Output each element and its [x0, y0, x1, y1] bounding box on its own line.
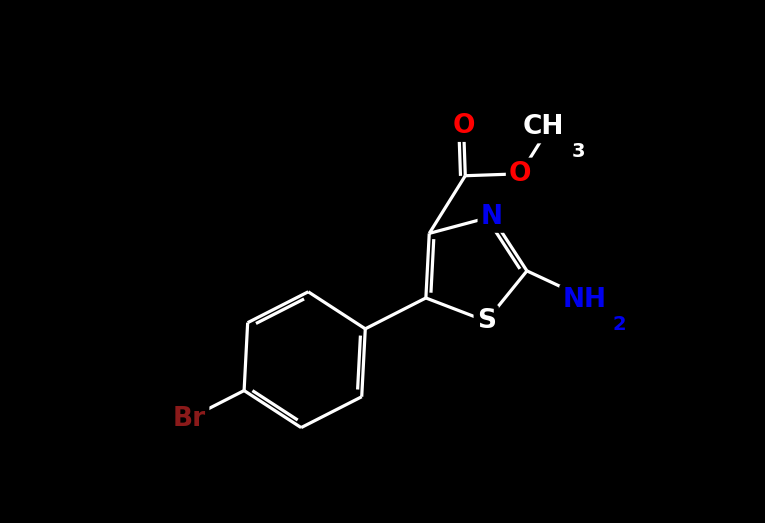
Text: N: N	[480, 203, 503, 230]
Text: NH: NH	[562, 288, 607, 313]
Text: O: O	[452, 113, 475, 139]
Text: CH: CH	[522, 114, 564, 140]
Text: S: S	[477, 308, 496, 334]
Text: 3: 3	[571, 142, 585, 161]
Text: O: O	[509, 161, 532, 187]
Text: Br: Br	[172, 406, 206, 431]
Text: 2: 2	[612, 315, 626, 335]
